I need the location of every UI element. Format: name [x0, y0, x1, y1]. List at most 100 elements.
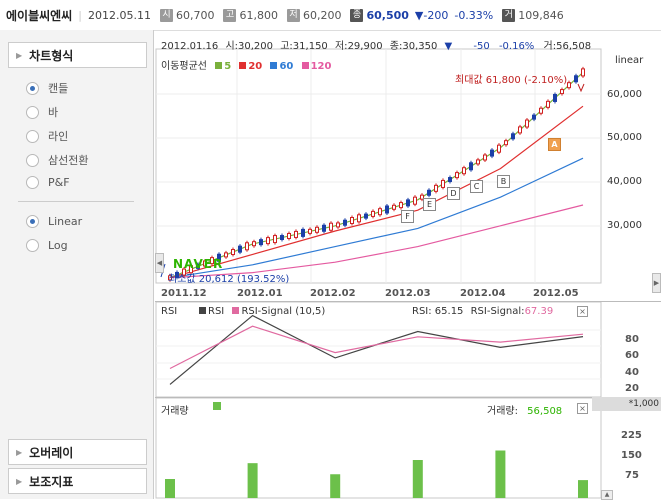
scale-label: Log	[48, 239, 68, 252]
scale-option-log[interactable]: Log	[26, 239, 68, 252]
rsi-swatch	[199, 307, 206, 314]
volume-unit-label: *1,000	[592, 397, 661, 411]
price-pane-frame	[155, 48, 602, 284]
quote-date: 2012.05.11	[87, 8, 151, 22]
collapse-triangle-icon: ▶	[16, 50, 23, 60]
event-marker[interactable]: A	[548, 138, 561, 151]
event-marker[interactable]: C	[470, 180, 483, 193]
volume-bar	[247, 463, 258, 498]
candle-body	[329, 222, 333, 231]
rsi-signal-value: 67.39	[524, 306, 554, 317]
chart-type-option[interactable]: 바	[26, 104, 58, 120]
low-value: 60,200	[302, 8, 342, 22]
scale-option-linear[interactable]: Linear	[26, 215, 82, 228]
max-arrow-icon	[577, 83, 585, 93]
candle-body	[399, 202, 403, 209]
close-quote: 종 60,500 ▼-200 -0.33%	[350, 8, 494, 22]
collapse-triangle-icon: ▶	[16, 476, 23, 486]
volume-bar	[412, 460, 423, 498]
candle-body	[567, 82, 571, 89]
open-quote: 시 60,700	[159, 8, 214, 22]
ma-20-line	[169, 105, 584, 279]
candle-body	[266, 237, 270, 245]
candle-body	[245, 242, 249, 251]
chart-type-panel-header[interactable]: ▶ 차트형식	[8, 42, 147, 68]
volume-bar	[165, 479, 175, 498]
volume-axis-label: 225	[621, 430, 642, 441]
header-separator: |	[78, 8, 82, 22]
event-marker[interactable]: F	[401, 210, 414, 223]
down-arrow-icon: ▼	[444, 41, 453, 52]
collapse-triangle-icon: ▶	[16, 447, 23, 457]
event-marker[interactable]: E	[423, 198, 436, 211]
readout-date: 2012.01.16	[161, 41, 219, 52]
candle-body	[378, 208, 382, 216]
event-marker[interactable]: B	[497, 175, 510, 188]
candle-body	[483, 154, 487, 161]
chart-type-option[interactable]: 캔들	[26, 80, 68, 96]
pane-separator	[155, 301, 661, 302]
readout-change-pct: -0.16%	[498, 41, 535, 52]
event-marker[interactable]: D	[447, 187, 460, 200]
high-icon: 고	[223, 8, 237, 22]
volume-label: 거:	[543, 41, 557, 52]
candle-body	[210, 257, 214, 265]
candle-body	[315, 226, 319, 233]
radio-icon	[26, 105, 39, 119]
chart-type-option[interactable]: 라인	[26, 128, 68, 144]
candle-body	[532, 114, 536, 120]
readout-close: 30,350	[402, 41, 438, 52]
candle-body	[420, 194, 424, 200]
close-rsi-icon[interactable]: ×	[577, 306, 588, 317]
scroll-right-handle[interactable]: ▶	[652, 273, 661, 293]
volume-pane-frame	[155, 397, 602, 499]
chart-settings-sidebar: ▶ 차트형식 캔들 바 라인 삼선전환 P&F Linear Log ▶ 오버레…	[0, 30, 154, 499]
candle-body	[280, 235, 284, 241]
chart-type-option[interactable]: P&F	[26, 176, 70, 189]
time-axis-label: 2012.01	[237, 288, 283, 299]
volume-quote: 거 109,846	[502, 8, 564, 22]
candle-body	[336, 222, 340, 228]
volume-axis-label: 75	[625, 470, 639, 481]
indicator-title: 보조지표	[29, 474, 74, 489]
candle-body	[231, 249, 235, 256]
candle-body	[448, 177, 452, 183]
rsi-axis-label: 20	[625, 383, 639, 394]
stock-chart[interactable]: 2012.01.16 시:30,200 고:31,150 저:29,900 종:…	[155, 30, 661, 500]
rsi-series-line	[169, 325, 584, 370]
readout-high: 31,150	[292, 41, 328, 52]
candle-body	[168, 275, 172, 281]
chart-type-title: 차트형식	[29, 48, 74, 63]
indicator-panel-header[interactable]: ▶ 보조지표	[8, 468, 147, 494]
min-price-label: 최소값 20,612 (193.52%)	[168, 274, 290, 285]
ma20-label: 20	[248, 61, 263, 72]
candle-body	[462, 167, 466, 175]
time-axis-label: 2012.05	[533, 288, 579, 299]
ma120-label: 120	[310, 61, 332, 72]
price-axis-label: 50,000	[607, 132, 642, 143]
candle-body	[455, 172, 459, 179]
change-percent: -0.33%	[454, 8, 494, 22]
candle-body	[518, 126, 522, 134]
chart-type-option[interactable]: 삼선전환	[26, 152, 88, 168]
candle-body	[238, 245, 242, 253]
close-volume-icon[interactable]: ×	[577, 403, 588, 414]
scale-mode-label: linear	[615, 55, 644, 66]
radio-icon	[26, 239, 39, 252]
volume-bar	[578, 480, 588, 498]
pane-separator	[155, 397, 661, 398]
price-axis-label: 30,000	[607, 220, 642, 231]
scroll-left-handle[interactable]: ◀	[155, 253, 164, 273]
radio-icon	[26, 81, 39, 95]
readout-low: 29,900	[347, 41, 383, 52]
candle-body	[217, 253, 221, 262]
sidebar-divider	[18, 201, 134, 202]
candle-body	[574, 75, 578, 83]
candle-body	[294, 230, 298, 238]
low-label: 저:	[334, 41, 348, 52]
chart-canvas[interactable]	[155, 30, 661, 499]
rsi-axis-label: 80	[625, 334, 639, 345]
rsi-legend-label: RSI	[208, 306, 225, 317]
candle-body	[364, 213, 368, 219]
overlay-panel-header[interactable]: ▶ 오버레이	[8, 439, 147, 465]
